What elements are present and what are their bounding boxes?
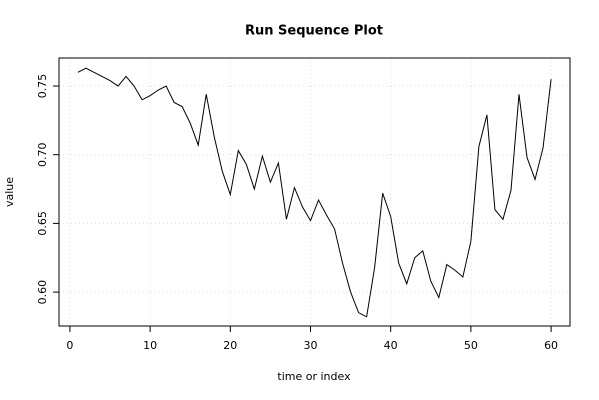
plot-frame [58,57,571,327]
y-tick-label: 0.65 [36,211,49,236]
x-tick-label: 40 [384,339,398,352]
x-tick-label: 0 [66,339,73,352]
chart-title: Run Sequence Plot [245,24,383,39]
x-tick-label: 60 [544,339,558,352]
y-tick-label: 0.60 [36,280,49,305]
y-axis-label: value [3,177,16,207]
x-tick-label: 50 [464,339,478,352]
x-tick-label: 10 [143,339,157,352]
y-tick-label: 0.70 [36,142,49,167]
y-tick-label: 0.75 [36,74,49,99]
x-tick-label: 30 [303,339,317,352]
data-line [77,67,552,318]
x-tick-label: 20 [223,339,237,352]
x-axis-label: time or index [277,370,351,383]
